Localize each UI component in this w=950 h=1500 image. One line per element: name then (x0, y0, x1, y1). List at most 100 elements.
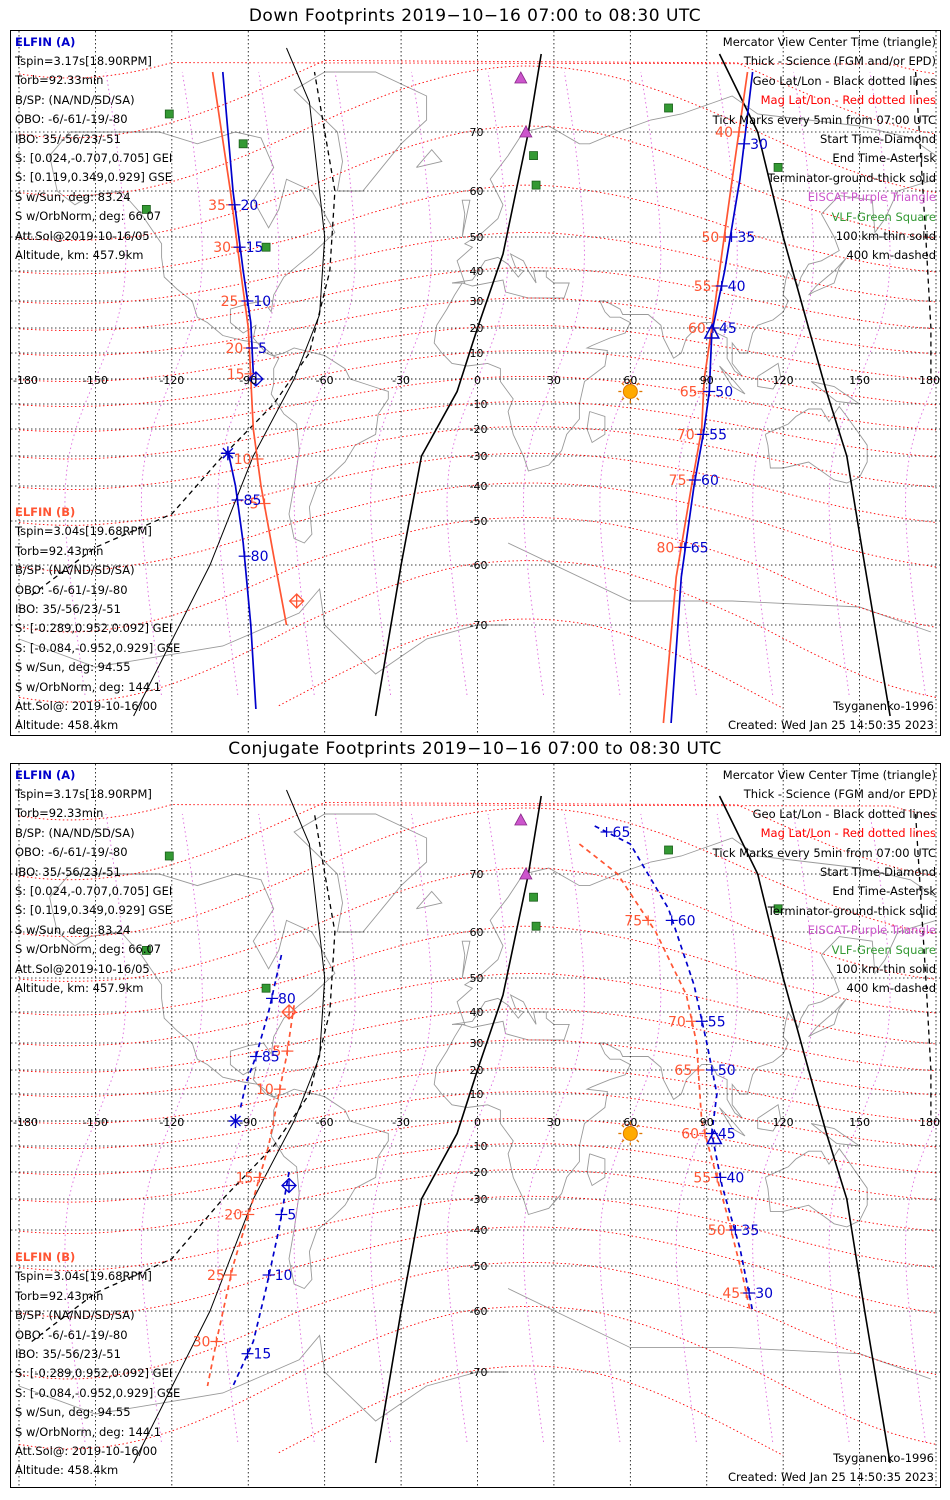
elfin-b-info-line: IBO: 35/-56/23/-51 (15, 602, 121, 616)
lat-tick-label: -40 (470, 1224, 488, 1237)
legend-line: Thick - Science (FGM and/or EPD) (743, 54, 936, 69)
elfin-b-info-line: Tspin=3.04s[19.68RPM] (15, 524, 152, 539)
coastline (18, 587, 509, 675)
vlf-square (141, 945, 151, 955)
sun-ray (636, 1139, 640, 1143)
vlf-square (261, 242, 271, 252)
elfin-a-name: ELFIN (A) (15, 35, 76, 49)
elfin-a-info-line: S w/OrbNorm, deg: 66.07 (15, 209, 162, 224)
elfin-a-info-line: B/SP: (NA/ND/SD/SA) (15, 825, 135, 840)
lat-tick-label: -20 (470, 423, 488, 436)
lon-tick-label: 60 (623, 1116, 637, 1129)
terminator-100km (133, 47, 326, 717)
sun-ray (636, 382, 640, 386)
legend-line: Geo Lat/Lon - Black dotted lines (752, 806, 936, 821)
mag-latitude-line (18, 1008, 937, 1073)
track-tick-label: 20 (224, 1208, 242, 1224)
mag-latitude-line (18, 1091, 937, 1150)
sun-ray (621, 397, 625, 401)
track-tick-label: 50 (708, 1223, 726, 1239)
coastline (586, 1153, 606, 1187)
track-tick-label: 35 (208, 198, 226, 214)
down-footprints-title: Down Footprints 2019−10−16 07:00 to 08:3… (248, 6, 702, 26)
vlf-square (238, 139, 248, 149)
vlf-square (529, 151, 538, 160)
lon-tick-label: -150 (83, 374, 108, 387)
lat-tick-label: 60 (470, 185, 484, 198)
track-tick-label: 30 (193, 1335, 211, 1351)
elfin-a-track (227, 450, 257, 710)
coastline (586, 411, 606, 444)
terminator (31, 789, 932, 1464)
lon-tick-label: -90 (239, 374, 257, 387)
mag-latitude-line (18, 972, 937, 1047)
elfin-a-track (221, 71, 255, 374)
elfin-b-info-line: S w/Sun, deg: 94.55 (15, 1405, 131, 1420)
sun-ray (621, 382, 625, 386)
mag-latitude-line (18, 925, 937, 1016)
world-map-svg: 5101520253075706560555045808551015656055… (11, 764, 940, 1487)
lon-tick-label: 0 (474, 374, 481, 387)
terminator-ground (374, 53, 542, 717)
elfin-b-info-line: S: [-0.289,0.952,0.092] GEI (15, 621, 173, 636)
terminator-400km (31, 71, 336, 596)
elfin-a-info-line: OBO: -6/-61/-19/-80 (15, 112, 128, 127)
legend-line: EISCAT-Purple Triangle (807, 190, 936, 205)
elfin-b-info-line: Torb=92.43min (15, 543, 104, 558)
mag-longitude-line (446, 813, 509, 1443)
track-tick-label: 40 (715, 125, 733, 141)
legend-line: Mercator View Center Time (triangle) (722, 35, 936, 49)
elfin-a-info-line: B/SP: (NA/ND/SD/SA) (15, 92, 135, 107)
legend-line: Terminator-ground-thick solid (767, 170, 936, 185)
track-tick-label: 30 (213, 240, 231, 256)
mag-latitude-line (18, 1261, 937, 1380)
lon-tick-label: 150 (849, 1116, 870, 1129)
legend-line: Geo Lat/Lon - Black dotted lines (752, 73, 936, 88)
mag-longitude-line (828, 813, 891, 1443)
elfin-a-name: ELFIN (A) (15, 768, 76, 782)
coastline (433, 178, 937, 472)
lon-tick-label: -30 (392, 1116, 410, 1129)
created-timestamp: Created: Wed Jan 25 14:50:35 2023 (727, 718, 934, 732)
mag-longitude-line (904, 1109, 940, 1443)
vlf-square (773, 162, 783, 172)
lon-tick-label: 90 (700, 1116, 714, 1129)
track-tick-label: 45 (719, 321, 737, 337)
track-tick-label: 5 (287, 1208, 296, 1224)
track-tick-label: 55 (708, 1014, 726, 1030)
mag-longitude-line (752, 813, 815, 1443)
elfin-a-info-line: Torb=92.33min (15, 73, 104, 88)
track-tick-label: 5 (250, 497, 259, 513)
track-tick-label: 65 (691, 540, 709, 556)
elfin-a-info-line: Altitude, km: 457.9km (15, 981, 144, 995)
mag-latitude-line (18, 60, 937, 139)
mag-longitude-line (522, 813, 585, 1443)
track-tick-label: 5 (258, 341, 267, 357)
elfin-b-info-line: OBO: -6/-61/-19/-80 (15, 1327, 128, 1342)
track-tick-label: 25 (207, 1268, 225, 1284)
legend-line: Tick Marks every 5min from 07:00 UTC (712, 112, 936, 127)
center-time-triangle (706, 1129, 723, 1145)
mag-latitude-line (18, 350, 937, 407)
mag-latitude-line (18, 65, 937, 197)
track-tick-label: 60 (701, 473, 719, 489)
elfin-a-track (239, 954, 283, 1108)
track-tick-label: 35 (741, 1223, 759, 1239)
coastline (764, 1147, 868, 1228)
elfin-a-info-line: Att.Sol@2019-10-16/05 (15, 228, 150, 243)
legend-line: 400 km-dashed (846, 981, 936, 996)
elfin-a-info-line: OBO: -6/-61/-19/-80 (15, 845, 128, 860)
elfin-b-info-line: OBO: -6/-61/-19/-80 (15, 582, 128, 597)
end-asterisk (220, 446, 235, 461)
lon-tick-label: 120 (773, 374, 794, 387)
legend-line: Thick - Science (FGM and/or EPD) (743, 787, 936, 802)
track-tick-label: 60 (681, 1127, 699, 1143)
terminator (31, 47, 932, 717)
track-tick-label: 85 (244, 493, 262, 509)
lon-tick-label: 60 (623, 374, 637, 387)
lat-tick-label: 10 (470, 1088, 484, 1101)
mag-latitude-line (18, 401, 937, 460)
track-tick-label: 60 (678, 913, 696, 929)
elfin-b-info-line: S w/Sun, deg: 94.55 (15, 660, 131, 675)
track-tick-label: 15 (254, 1347, 272, 1363)
